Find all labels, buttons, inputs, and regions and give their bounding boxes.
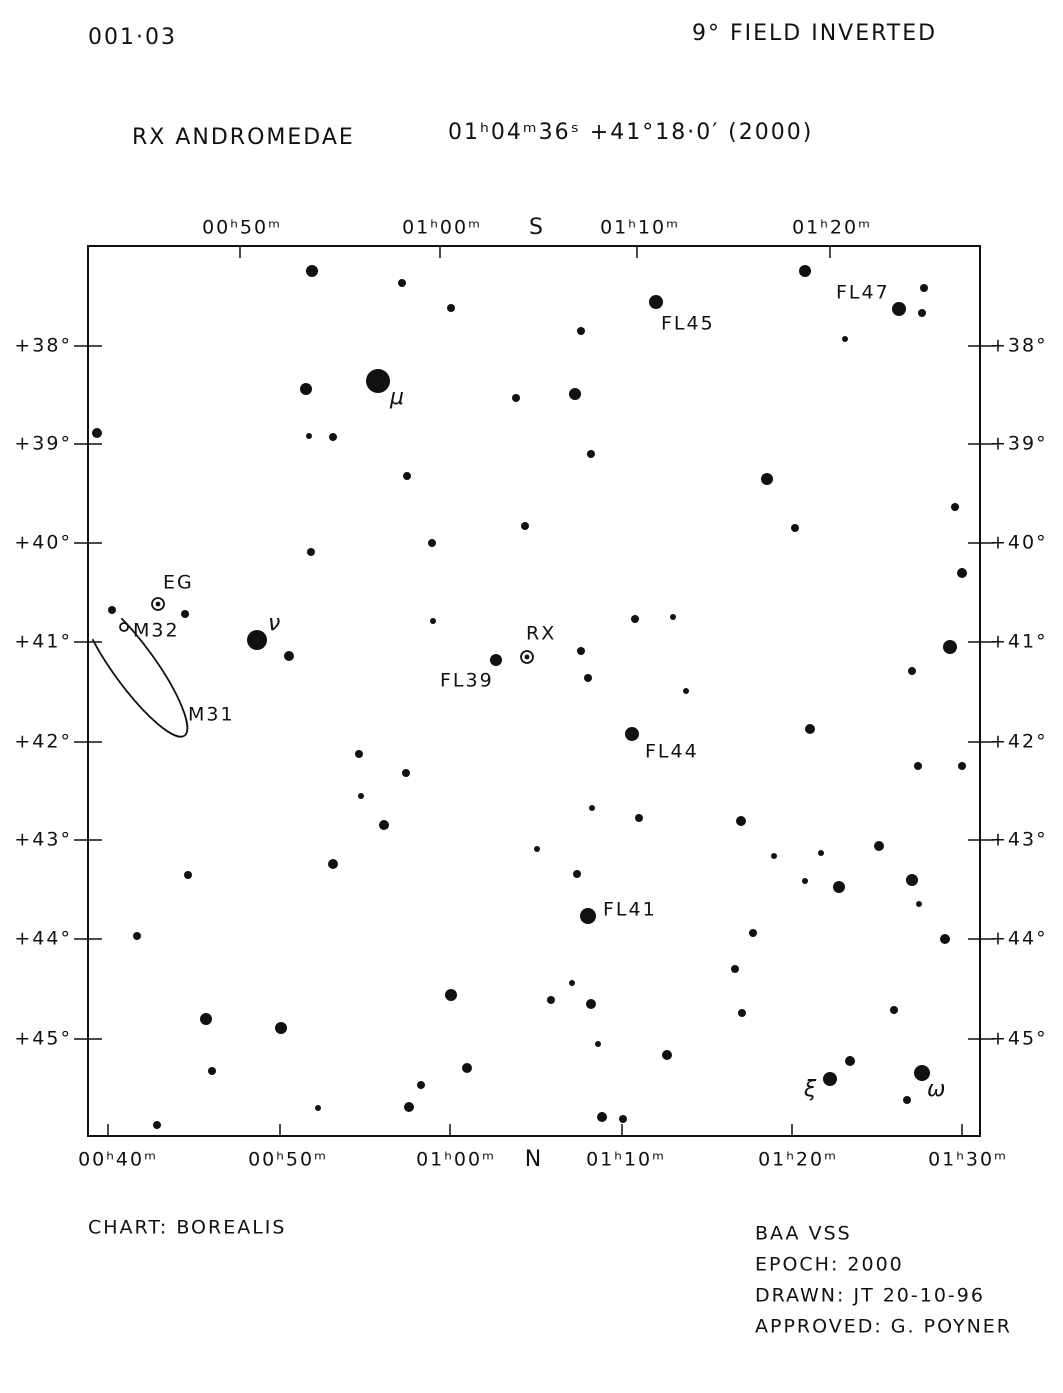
dec-label-left: +41° — [14, 631, 72, 653]
dec-label-left: +39° — [14, 433, 72, 455]
ra-label-bottom: 01ʰ10ᵐ — [586, 1149, 666, 1171]
ra-label-top: 01ʰ20ᵐ — [792, 217, 872, 239]
ticks — [74, 246, 994, 1136]
star-label: M31 — [188, 704, 235, 726]
dec-label-right: +38° — [990, 335, 1048, 357]
ra-label-bottom: 01ʰ30ᵐ — [928, 1149, 1008, 1171]
dec-label-left: +40° — [14, 532, 72, 554]
star-name: RX ANDROMEDAE — [132, 125, 355, 150]
dec-label-left: +44° — [14, 928, 72, 950]
dec-label-right: +42° — [990, 731, 1048, 753]
star-label: ξ — [803, 1077, 818, 1102]
chart-code: 001·03 — [88, 25, 177, 50]
star-label: ν — [268, 611, 282, 636]
ra-label-top: 00ʰ50ᵐ — [202, 217, 282, 239]
dec-label-left: +45° — [14, 1028, 72, 1050]
footer-line: BAA VSS — [755, 1223, 852, 1245]
ra-label-bottom: 00ʰ50ᵐ — [248, 1149, 328, 1171]
dec-label-left: +43° — [14, 829, 72, 851]
chart-source: CHART: BOREALIS — [88, 1217, 286, 1239]
stars — [92, 265, 967, 1129]
star-label: FL39 — [440, 670, 494, 692]
ra-label-top: S — [529, 215, 545, 240]
dec-label-right: +40° — [990, 532, 1048, 554]
deep-sky-objects — [79, 594, 534, 738]
star-label: ω — [927, 1077, 947, 1102]
star-position: 01ʰ04ᵐ36ˢ +41°18·0′ (2000) — [448, 120, 813, 145]
dec-label-right: +41° — [990, 631, 1048, 653]
field-note: 9° FIELD INVERTED — [692, 21, 937, 46]
dec-label-right: +45° — [990, 1028, 1048, 1050]
chart-frame — [87, 245, 981, 1137]
star-label: EG — [163, 572, 194, 594]
ra-label-bottom: 01ʰ00ᵐ — [416, 1149, 496, 1171]
footer-line: EPOCH: 2000 — [755, 1254, 904, 1276]
ra-label-bottom: 01ʰ20ᵐ — [758, 1149, 838, 1171]
star-label: μ — [389, 385, 406, 410]
star-label: FL45 — [661, 313, 715, 335]
footer-line: APPROVED: G. POYNER — [755, 1316, 1012, 1338]
star-label: FL44 — [645, 741, 699, 763]
ra-label-bottom: 00ʰ40ᵐ — [78, 1149, 158, 1171]
dec-label-left: +38° — [14, 335, 72, 357]
star-label: RX — [526, 623, 556, 645]
footer-line: DRAWN: JT 20-10-96 — [755, 1285, 985, 1307]
dec-label-right: +43° — [990, 829, 1048, 851]
ra-label-bottom: N — [525, 1147, 543, 1172]
star-label: M32 — [133, 620, 180, 642]
star-label: FL41 — [603, 899, 657, 921]
dec-label-right: +44° — [990, 928, 1048, 950]
ra-label-top: 01ʰ10ᵐ — [600, 217, 680, 239]
ra-label-top: 01ʰ00ᵐ — [402, 217, 482, 239]
dec-label-right: +39° — [990, 433, 1048, 455]
dec-label-left: +42° — [14, 731, 72, 753]
star-label: FL47 — [836, 282, 890, 304]
